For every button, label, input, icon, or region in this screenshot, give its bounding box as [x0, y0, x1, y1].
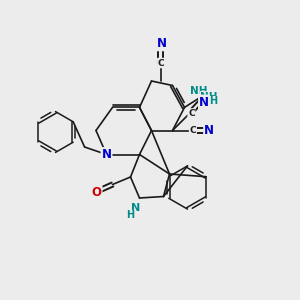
Text: C: C [158, 58, 164, 68]
Text: NH: NH [200, 92, 218, 102]
Text: O: O [92, 186, 102, 199]
Text: N: N [101, 148, 112, 161]
Text: H: H [209, 96, 217, 106]
Text: C: C [188, 109, 195, 118]
Text: H: H [206, 92, 214, 102]
Text: N: N [199, 95, 209, 109]
Text: N: N [204, 124, 214, 137]
Text: H: H [126, 210, 135, 220]
Text: N: N [157, 37, 167, 50]
Text: C: C [190, 126, 196, 135]
Text: N: N [131, 202, 140, 213]
Text: NH: NH [190, 86, 208, 97]
